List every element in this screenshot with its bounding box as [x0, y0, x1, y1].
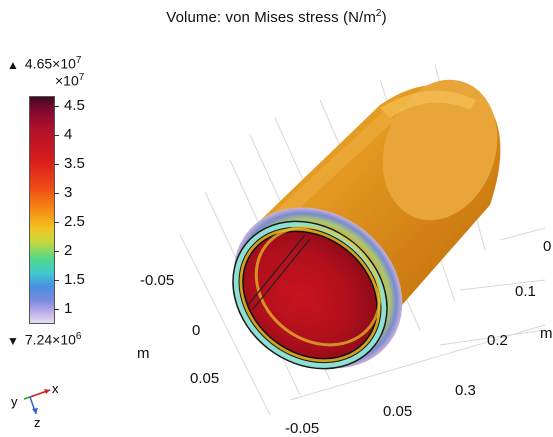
colorbar-tick-label: 4.5 — [64, 97, 85, 114]
seam-line — [252, 238, 311, 310]
axis-tick-bottom: -0.05 — [285, 420, 320, 437]
triad-y-label: y — [11, 394, 18, 409]
colorbar-tick — [54, 135, 59, 136]
axis-tick-bottom: 0.05 — [383, 403, 413, 420]
inner-bore — [242, 230, 378, 360]
colorbar-tick-label: 1 — [64, 300, 73, 317]
colorbar-tick — [54, 251, 59, 252]
axis-unit-left: m — [137, 345, 150, 362]
min-triangle-icon: ▼ — [7, 333, 19, 348]
axis-tick-right: 0.2 — [487, 332, 508, 349]
axis-triad-icon: x y z — [11, 381, 59, 430]
colorbar-tick-label: 2 — [64, 242, 73, 259]
colorbar-tick — [54, 222, 59, 223]
colorbar-tick-label: 3.5 — [64, 155, 85, 172]
axis-tick-right: 0.1 — [515, 283, 536, 300]
colorbar-tick-label: 4 — [64, 126, 73, 143]
plot-title: Volume: von Mises stress (N/m2) — [166, 8, 387, 26]
seam-line — [247, 234, 306, 306]
axis-tick-right: 0.3 — [455, 382, 476, 399]
axis-tick-left: -0.05 — [140, 272, 175, 289]
inner-highlight — [254, 225, 382, 347]
legend-min-value: ▼ 7.24×106 — [7, 331, 82, 348]
colorbar-tick-label: 1.5 — [64, 271, 85, 288]
triad-x-label: x — [52, 381, 59, 396]
axis-unit-right: m — [540, 325, 553, 342]
colorbar-tick-label: 3 — [64, 184, 73, 201]
colorbar-tick-label: 2.5 — [64, 213, 85, 230]
axis-tick-left: 0.05 — [190, 370, 220, 387]
colorbar-tick — [54, 193, 59, 194]
legend-max-value: ▲ 4.65×107 — [7, 55, 82, 72]
colorbar-tick — [54, 106, 59, 107]
legend-scale-factor: ×107 — [55, 72, 85, 89]
colorbar — [29, 96, 55, 324]
triad-z-label: z — [34, 415, 41, 430]
axis-tick-right: 0 — [543, 238, 552, 255]
axis-tick-left: 0 — [192, 322, 201, 339]
colorbar-tick — [54, 309, 59, 310]
colorbar-tick — [54, 280, 59, 281]
max-triangle-icon: ▲ — [7, 57, 19, 72]
colorbar-tick — [54, 164, 59, 165]
